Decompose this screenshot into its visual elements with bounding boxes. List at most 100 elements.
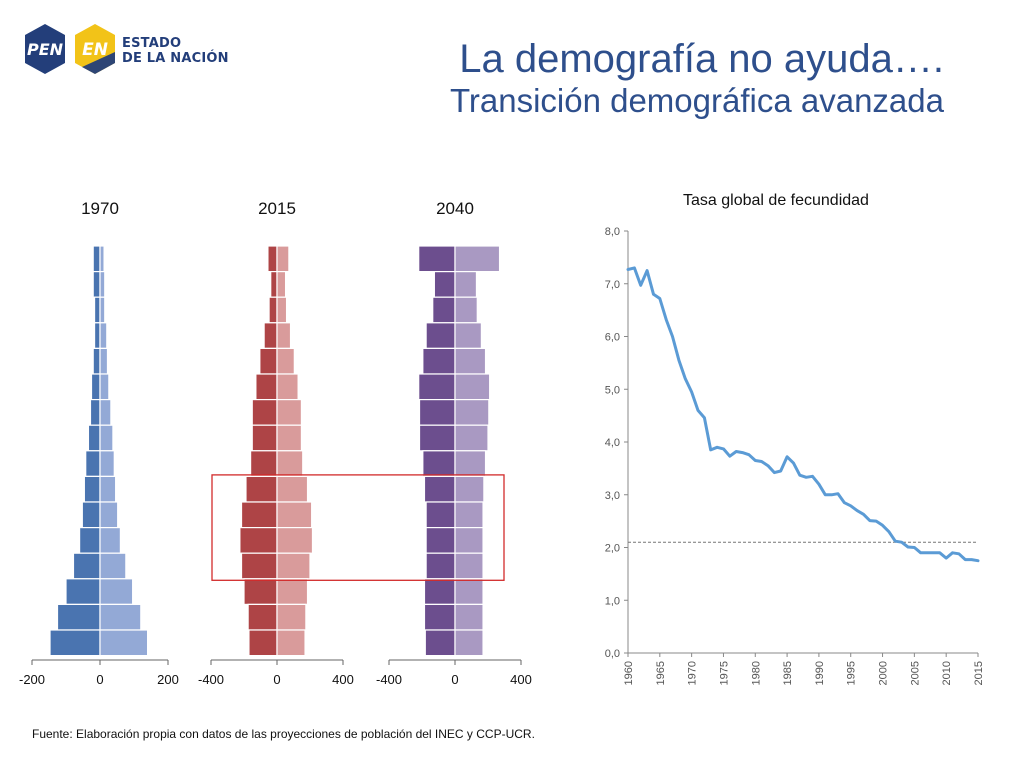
y-tick-label: 5,0: [605, 384, 620, 396]
data-point: [913, 546, 916, 549]
male-bar: [92, 245, 101, 273]
data-point: [735, 450, 737, 453]
male-bar: [81, 501, 101, 529]
data-point: [881, 524, 884, 527]
data-point: [843, 501, 846, 504]
male-bar: [255, 373, 278, 401]
female-bar: [454, 603, 484, 631]
y-tick-label: 2,0: [605, 543, 620, 555]
female-bar: [454, 629, 484, 657]
data-point: [970, 558, 973, 561]
data-point: [760, 460, 763, 463]
data-point: [652, 293, 655, 296]
female-bar: [454, 475, 485, 503]
male-bar: [243, 578, 278, 605]
data-point: [646, 269, 648, 272]
male-bar: [78, 527, 101, 554]
data-point: [837, 492, 839, 495]
male-bar: [418, 245, 456, 273]
data-point: [767, 464, 769, 467]
male-bar: [425, 527, 456, 554]
female-bar: [276, 603, 307, 631]
female-bar: [276, 373, 299, 401]
data-point: [703, 416, 706, 419]
data-point: [945, 557, 947, 559]
data-point: [830, 493, 833, 496]
data-point: [665, 318, 667, 321]
male-bar: [87, 424, 101, 452]
data-point: [919, 551, 922, 554]
male-bar: [248, 629, 278, 657]
data-point: [709, 449, 712, 451]
female-bar: [99, 424, 114, 452]
female-bar: [454, 245, 501, 273]
x-tick-label: 0: [451, 672, 458, 687]
female-bar: [276, 475, 309, 503]
pyramid-2040: 2040 -400 0 400: [376, 199, 532, 687]
male-bar: [263, 322, 278, 350]
female-bar: [276, 629, 306, 657]
logo-badge-pen: PEN: [27, 40, 64, 59]
female-bar: [99, 501, 119, 529]
female-bar: [276, 552, 311, 580]
y-tick-label: 7,0: [605, 279, 620, 291]
male-bar: [83, 475, 101, 503]
x-tick-label: 1965: [655, 661, 667, 685]
data-point: [894, 540, 897, 542]
data-point: [869, 519, 871, 522]
data-point: [697, 409, 699, 412]
male-bar: [250, 450, 278, 477]
data-point: [977, 559, 979, 562]
x-tick-label: 1970: [687, 661, 699, 685]
logo-badge-en: EN: [82, 40, 108, 60]
male-bar: [422, 450, 456, 477]
female-bar: [276, 245, 290, 273]
female-bar: [454, 296, 478, 324]
male-bar: [423, 578, 456, 605]
data-point: [958, 553, 960, 555]
male-bar: [56, 603, 101, 631]
x-tick-label: 400: [332, 672, 354, 687]
data-point: [741, 451, 744, 454]
pyramid-2015: 2015 -400 0 400: [198, 199, 354, 687]
female-bar: [454, 399, 490, 426]
female-bar: [276, 527, 314, 554]
female-bar: [99, 578, 134, 605]
title-line-2: Transición demográfica avanzada: [449, 82, 944, 119]
y-tick-label: 1,0: [605, 595, 620, 607]
female-bar: [99, 347, 109, 375]
male-bar: [270, 270, 278, 298]
y-tick-label: 3,0: [605, 490, 620, 502]
male-bar: [239, 527, 278, 554]
x-tick-label: 0: [96, 672, 103, 687]
male-bar: [433, 270, 456, 298]
data-point: [862, 513, 865, 516]
female-bar: [99, 399, 112, 426]
fertility-rate-chart: Tasa global de fecundidad 0,0 1,0 2,0 3,0 4,0…: [605, 192, 985, 685]
x-tick-label: 0: [273, 672, 280, 687]
male-bar: [92, 347, 101, 375]
male-bar: [418, 399, 456, 426]
pyramid-title: 2015: [258, 199, 296, 218]
male-bar: [89, 399, 101, 426]
x-tick-label: 1980: [750, 661, 762, 685]
female-bar: [99, 603, 142, 631]
x-tick-label: -400: [376, 672, 402, 687]
data-point: [849, 505, 852, 507]
data-point: [951, 551, 954, 554]
female-bar: [454, 424, 489, 452]
estado-de-la-nacion-logo: PEN EN: [25, 24, 115, 74]
pen-badge-icon: [25, 24, 65, 74]
female-bar: [454, 578, 484, 605]
male-bar: [251, 424, 278, 452]
x-tick-label: 2005: [909, 661, 921, 685]
data-point: [671, 335, 674, 338]
female-bar: [454, 373, 491, 401]
male-bar: [418, 373, 456, 401]
female-bar: [99, 270, 106, 298]
female-bar: [99, 245, 105, 273]
female-bar: [99, 629, 149, 657]
male-bar: [49, 629, 101, 657]
source-note: Fuente: Elaboración propia con datos de …: [32, 727, 535, 741]
female-bar: [454, 450, 487, 477]
